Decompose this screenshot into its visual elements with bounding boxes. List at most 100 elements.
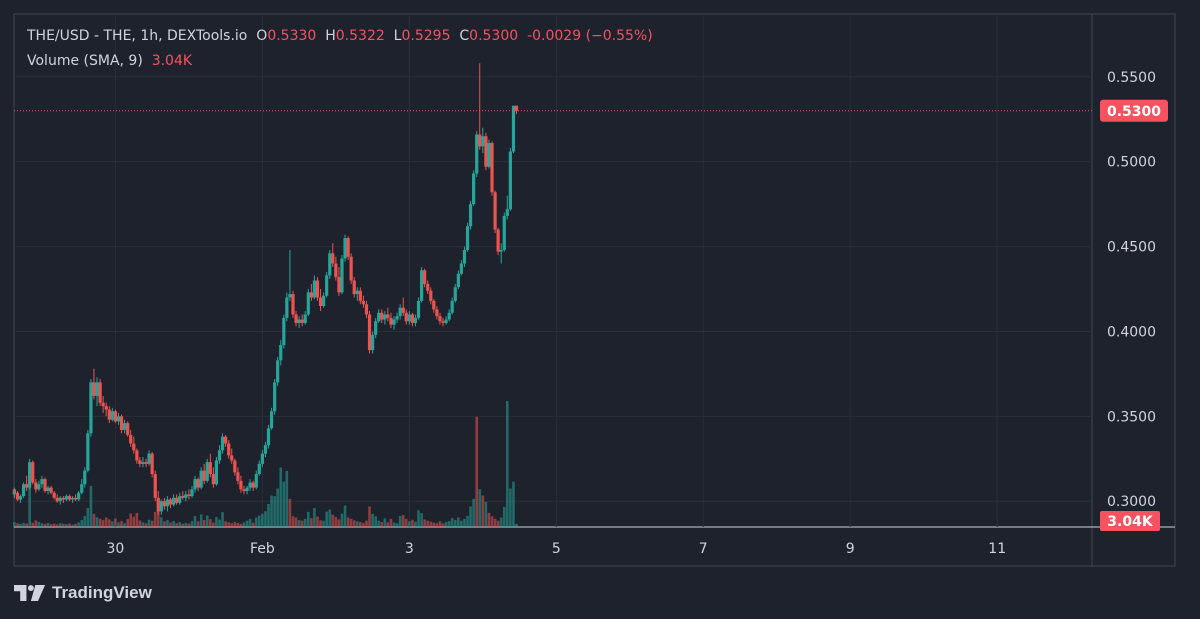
candle-body (451, 301, 454, 313)
candle-body (441, 321, 444, 323)
volume-bar (243, 522, 246, 527)
volume-bar (252, 523, 255, 527)
candle-body (294, 314, 297, 322)
volume-bar (448, 521, 451, 527)
x-tick-label: 5 (552, 541, 561, 557)
legend-volume-value: 3.04K (152, 53, 192, 69)
candle-body (316, 281, 319, 298)
candle-body (515, 106, 518, 111)
candle-body (163, 501, 166, 506)
volume-bar (482, 496, 485, 528)
volume-bar (221, 512, 224, 527)
volume-bar (188, 524, 191, 527)
candle-body (190, 489, 193, 496)
volume-bar (218, 519, 221, 527)
volume-bar (273, 496, 276, 527)
volume-bar (295, 518, 298, 527)
y-tick-label: 0.3000 (1107, 494, 1156, 510)
candle-body (196, 479, 199, 487)
volume-bar (215, 517, 218, 527)
volume-bar (191, 521, 194, 527)
volume-bar (515, 524, 518, 527)
candle-body (365, 304, 368, 314)
candle-body (68, 496, 71, 499)
volume-bar (454, 520, 457, 527)
volume-bar (420, 513, 423, 527)
volume-bar (292, 516, 295, 527)
candle-body (423, 270, 426, 284)
candle-body (411, 314, 414, 322)
legend-high-value: 0.5322 (336, 28, 385, 44)
candle-body (172, 498, 175, 505)
candle-body (111, 411, 114, 419)
candle-body (463, 250, 466, 264)
candle-body (475, 135, 478, 174)
candle-body (444, 320, 447, 323)
volume-bar (512, 482, 515, 527)
last-price-label: 0.5300 (1107, 104, 1161, 120)
candle-body (356, 291, 359, 294)
candle-body (438, 316, 441, 321)
volume-bar (402, 515, 405, 527)
volume-bar (380, 522, 383, 527)
candle-body (233, 460, 236, 472)
candle-body (242, 489, 245, 491)
volume-bar (261, 514, 264, 527)
volume-bar (203, 520, 206, 527)
volume-bar (178, 522, 181, 527)
candle-body (331, 253, 334, 263)
volume-bar (350, 519, 353, 527)
candle-body (500, 250, 503, 252)
volume-bar (80, 520, 83, 527)
candle-body (395, 316, 398, 319)
volume-bar (439, 521, 442, 527)
candle-body (53, 493, 56, 498)
candle-body (40, 479, 43, 484)
x-tick-label: 3 (405, 541, 414, 557)
x-tick-label: 11 (988, 541, 1006, 557)
candle-body (408, 314, 411, 321)
volume-bar (399, 516, 402, 527)
volume-bar (442, 524, 445, 527)
volume-bar (28, 488, 31, 527)
candle-body (218, 450, 221, 460)
volume-bar (331, 515, 334, 527)
candle-body (457, 274, 460, 288)
volume-bar (414, 522, 417, 527)
candle-body (249, 483, 252, 488)
tradingview-brand[interactable]: TradingView (14, 583, 152, 603)
candle-body (340, 258, 343, 292)
volume-bar (105, 518, 108, 527)
candle-body (184, 494, 187, 497)
candle-body (383, 314, 386, 319)
volume-bar (475, 417, 478, 527)
volume-bar (246, 521, 249, 527)
legend-close-value: 0.5300 (469, 28, 518, 44)
candle-body (138, 460, 141, 463)
candle-body (487, 143, 490, 167)
candle-body (414, 318, 417, 323)
volume-bar (255, 518, 258, 527)
candle-body (389, 318, 392, 325)
volume-bar (368, 507, 371, 527)
volume-bar (50, 524, 53, 527)
volume-bar (307, 512, 310, 527)
volume-bar (325, 512, 328, 527)
candle-body (325, 275, 328, 295)
volume-bar (240, 524, 243, 527)
candle-body (108, 410, 111, 420)
volume-bar (319, 520, 322, 527)
volume-bar (503, 507, 506, 527)
volume-bar (114, 518, 117, 527)
volume-bar (120, 521, 123, 527)
candle-body (448, 313, 451, 320)
volume-bar (335, 517, 338, 527)
candle-body (426, 284, 429, 291)
legend-volume-label: Volume (SMA, 9) (27, 53, 143, 69)
volume-bar (123, 523, 126, 527)
candle-body (89, 382, 92, 433)
candle-body (484, 136, 487, 167)
volume-bar (347, 518, 350, 527)
candle-body (37, 484, 40, 489)
